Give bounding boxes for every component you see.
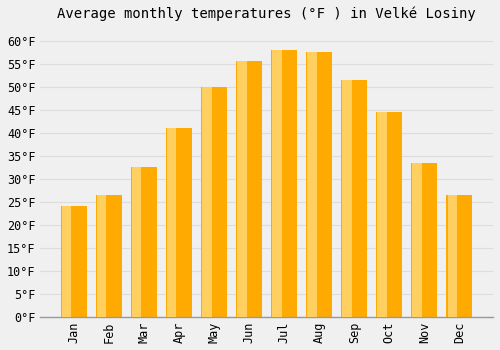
- Bar: [201, 87, 228, 317]
- Bar: [411, 163, 438, 317]
- Bar: [62, 206, 72, 317]
- Bar: [238, 61, 246, 317]
- Bar: [341, 80, 367, 317]
- Bar: [308, 52, 316, 317]
- Bar: [342, 80, 351, 317]
- Bar: [168, 128, 176, 317]
- Bar: [236, 61, 262, 317]
- Title: Average monthly temperatures (°F ) in Velké Losiny: Average monthly temperatures (°F ) in Ve…: [58, 7, 476, 21]
- Bar: [378, 112, 386, 317]
- Bar: [132, 167, 141, 317]
- Bar: [412, 163, 422, 317]
- Bar: [97, 195, 106, 317]
- Bar: [131, 167, 157, 317]
- Bar: [446, 195, 472, 317]
- Bar: [202, 87, 211, 317]
- Bar: [271, 50, 297, 317]
- Bar: [306, 52, 332, 317]
- Bar: [166, 128, 192, 317]
- Bar: [96, 195, 122, 317]
- Bar: [376, 112, 402, 317]
- Bar: [61, 206, 87, 317]
- Bar: [272, 50, 281, 317]
- Bar: [448, 195, 456, 317]
